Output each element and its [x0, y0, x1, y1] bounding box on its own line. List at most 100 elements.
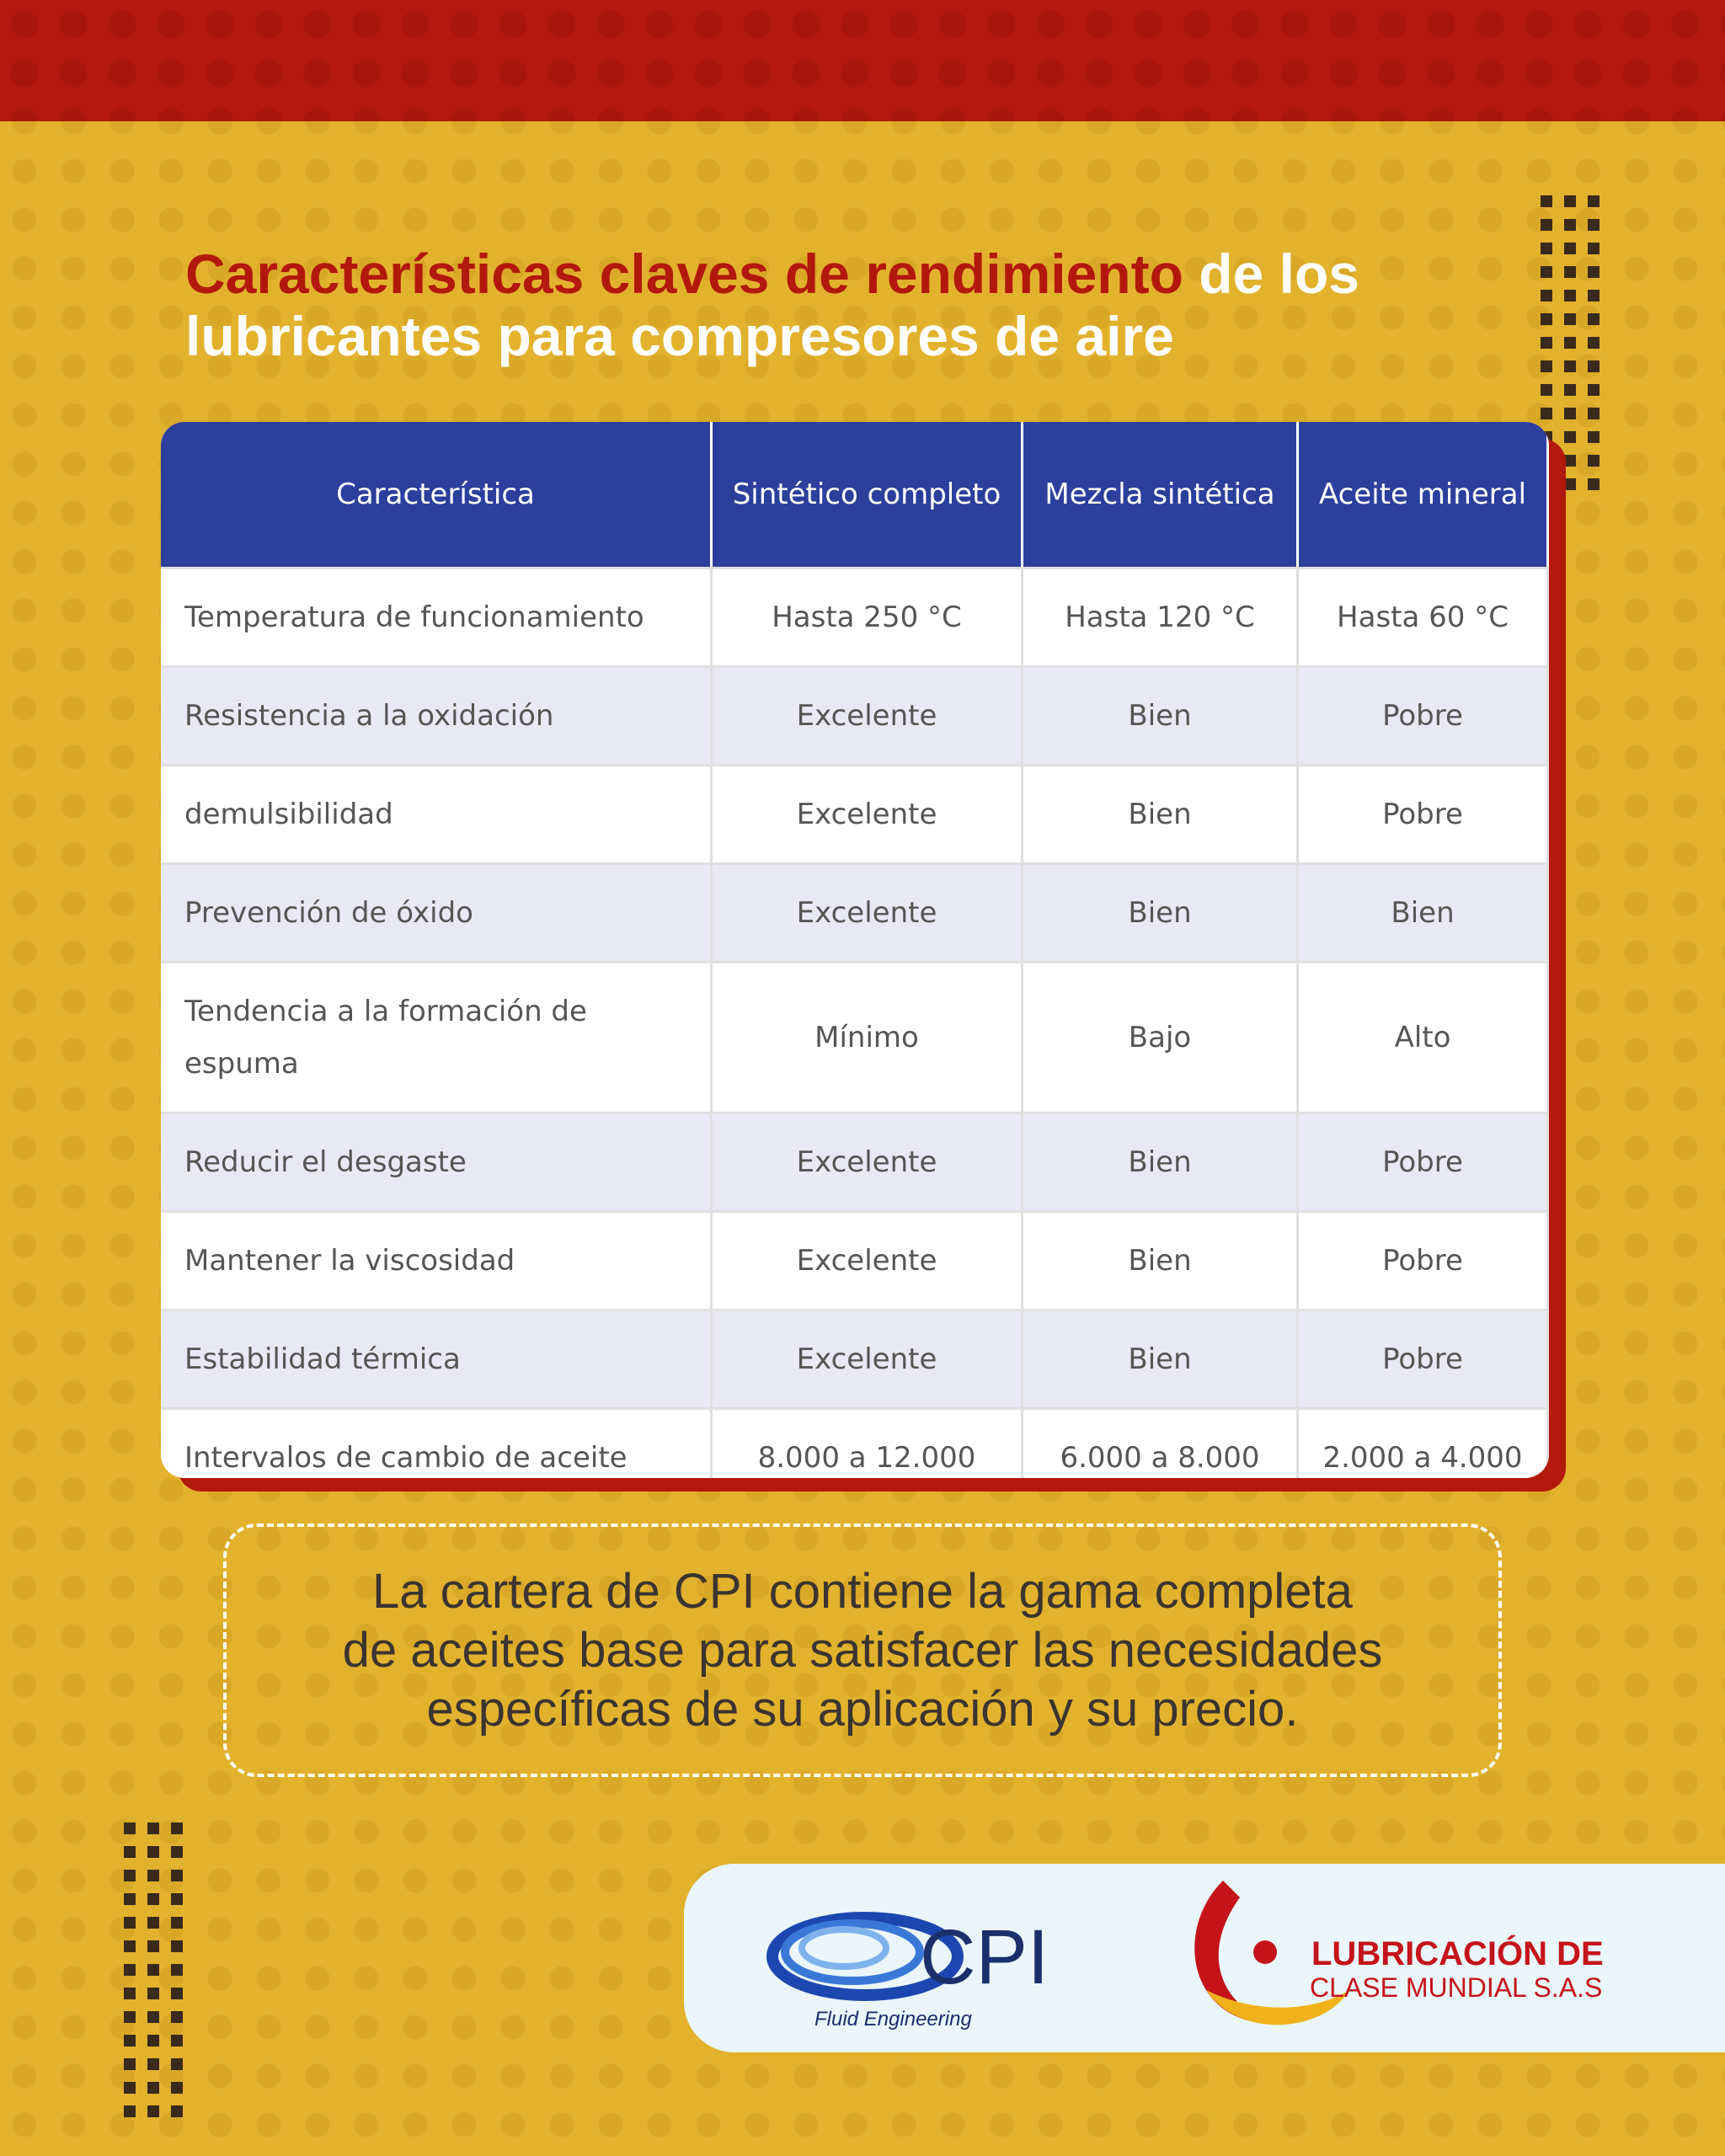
dot: [1588, 266, 1599, 278]
dot: [147, 2058, 159, 2070]
table-cell: Excelente: [713, 1311, 1023, 1407]
table-row: Resistencia a la oxidación Excelente Bien P…: [161, 668, 1549, 766]
row-label: Prevención de óxido: [161, 865, 713, 961]
column-header: Sintético completo: [713, 422, 1023, 567]
title-highlight: Características claves de rendimiento: [185, 243, 1183, 305]
dot: [1588, 219, 1599, 231]
table-row: Estabilidad térmica Excelente Bien Pobre: [161, 1311, 1549, 1410]
table-cell: Excelente: [713, 1213, 1023, 1309]
dot: [1541, 384, 1552, 396]
dot: [1541, 408, 1552, 419]
column-header: Característica: [161, 422, 713, 567]
dot: [1588, 313, 1599, 325]
dot: [1564, 243, 1576, 254]
dot: [171, 2082, 183, 2094]
dot: [1588, 431, 1599, 443]
dot: [124, 2035, 136, 2047]
table-cell: Bajo: [1023, 963, 1299, 1112]
table-cell: Bien: [1023, 1311, 1299, 1407]
title-rest: de los lubricantes para compresores de a…: [185, 243, 1359, 367]
column-header: Aceite mineral: [1299, 422, 1549, 567]
dot-grid: [124, 1822, 183, 2117]
column-header: Mezcla sintética: [1023, 422, 1299, 567]
row-label: Resistencia a la oxidación: [161, 668, 713, 764]
dot: [1541, 313, 1552, 325]
dot: [124, 2058, 136, 2070]
dot: [1564, 313, 1576, 325]
cpi-name: CPI: [920, 1914, 1049, 2000]
table-cell: 8.000 a 12.000: [713, 1410, 1023, 1478]
cpi-logo-mark: [766, 1912, 964, 2001]
dot: [1541, 290, 1552, 302]
table-cell: Excelente: [713, 865, 1023, 961]
dot: [1564, 337, 1576, 349]
lcm-logo-mark: [1194, 1881, 1349, 2025]
dot: [1541, 360, 1552, 372]
table-row: Mantener la viscosidad Excelente Bien Pobre: [161, 1213, 1549, 1311]
dot: [1564, 360, 1576, 372]
table-row: Tendencia a la formación de espuma Mínimo…: [161, 963, 1549, 1114]
dot: [1541, 337, 1552, 349]
dot: [1564, 431, 1576, 443]
table-cell: Pobre: [1299, 1114, 1549, 1210]
dot: [1588, 384, 1599, 396]
dot: [171, 2011, 183, 2023]
dot: [1588, 337, 1599, 349]
table-cell: Hasta 250 °C: [713, 569, 1023, 665]
dot: [171, 1846, 183, 1858]
dot: [1564, 219, 1576, 231]
table-cell: Mínimo: [713, 963, 1023, 1112]
dot: [124, 1846, 136, 1858]
table-cell: Bien: [1299, 865, 1549, 961]
table-row: Prevención de óxido Excelente Bien Bien: [161, 865, 1549, 963]
note-line: La cartera de CPI contiene la gama compl…: [372, 1563, 1353, 1619]
row-label: demulsibilidad: [161, 766, 713, 862]
row-label: Temperatura de funcionamiento: [161, 569, 713, 665]
row-label: Intervalos de cambio de aceite: [161, 1410, 713, 1478]
table-row: demulsibilidad Excelente Bien Pobre: [161, 766, 1549, 865]
dot: [171, 1964, 183, 1976]
top-banner: [0, 0, 1725, 121]
table-cell: Bien: [1023, 668, 1299, 764]
dot: [1541, 195, 1552, 207]
dot: [147, 1893, 159, 1905]
logos: CPI Fluid Engineering LUBRICACIÓN DE CLA…: [766, 1881, 1604, 2031]
dot: [1541, 243, 1552, 254]
dot: [147, 1917, 159, 1929]
dot: [124, 1870, 136, 1881]
table-cell: Pobre: [1299, 668, 1549, 764]
dot: [1564, 290, 1576, 302]
table-cell: 2.000 a 4.000: [1299, 1410, 1549, 1478]
dot: [147, 1822, 159, 1834]
dot: [1588, 455, 1599, 467]
dot: [124, 2105, 136, 2117]
dot: [147, 1846, 159, 1858]
table-cell: Excelente: [713, 668, 1023, 764]
dot: [124, 2082, 136, 2094]
table-cell: Bien: [1023, 1114, 1299, 1210]
row-label: Estabilidad térmica: [161, 1311, 713, 1407]
dot: [124, 1893, 136, 1905]
dot-grid: [1541, 195, 1599, 490]
table-cell: Hasta 120 °C: [1023, 569, 1299, 665]
row-label: Mantener la viscosidad: [161, 1213, 713, 1309]
dot: [124, 2011, 136, 2023]
dot: [147, 2082, 159, 2094]
header-row: Característica Sintético completo Mezcla s…: [161, 422, 1549, 569]
dot: [147, 2105, 159, 2117]
lcm-line2: CLASE MUNDIAL S.A.S: [1310, 1972, 1602, 2003]
note-line: de aceites base para satisfacer las nece…: [342, 1622, 1383, 1678]
table-cell: Bien: [1023, 865, 1299, 961]
dot: [1564, 384, 1576, 396]
table-cell: Alto: [1299, 963, 1549, 1112]
dot: [1564, 266, 1576, 278]
dot: [124, 1988, 136, 1999]
dot: [124, 1917, 136, 1929]
dot: [171, 2035, 183, 2047]
table-cell: Bien: [1023, 766, 1299, 862]
table-cell: Excelente: [713, 766, 1023, 862]
note-box: La cartera de CPI contiene la gama compl…: [223, 1524, 1502, 1777]
dot: [1588, 243, 1599, 254]
table-cell: Bien: [1023, 1213, 1299, 1309]
